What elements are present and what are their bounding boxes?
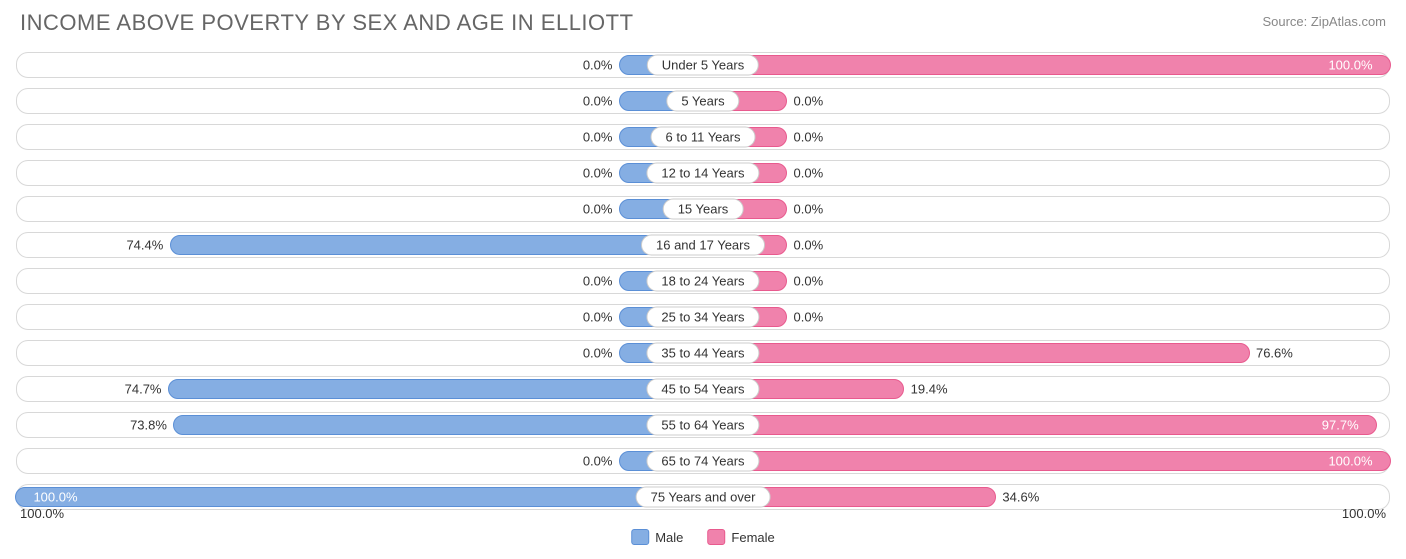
table-row: 5 Years 0.0% 0.0%	[16, 88, 1390, 114]
male-bar	[168, 379, 703, 399]
table-row: 65 to 74 Years 0.0% 100.0%	[16, 448, 1390, 474]
age-group-label: 12 to 14 Years	[646, 163, 759, 184]
age-group-label: 45 to 54 Years	[646, 379, 759, 400]
male-value-label: 0.0%	[583, 58, 613, 73]
legend-male-label: Male	[655, 530, 683, 545]
table-row: 75 Years and over 100.0% 34.6%	[16, 484, 1390, 510]
age-group-label: 15 Years	[663, 199, 744, 220]
female-value-label: 100.0%	[1328, 58, 1372, 73]
axis-left-label: 100.0%	[20, 506, 64, 521]
male-value-label: 0.0%	[583, 274, 613, 289]
age-group-label: 6 to 11 Years	[651, 127, 756, 148]
male-value-label: 0.0%	[583, 310, 613, 325]
female-value-label: 0.0%	[794, 238, 824, 253]
male-bar	[173, 415, 703, 435]
table-row: 25 to 34 Years 0.0% 0.0%	[16, 304, 1390, 330]
male-value-label: 0.0%	[583, 94, 613, 109]
female-value-label: 0.0%	[794, 94, 824, 109]
legend: Male Female	[631, 529, 775, 545]
female-value-label: 0.0%	[794, 274, 824, 289]
female-bar	[703, 415, 1377, 435]
female-value-label: 97.7%	[1322, 418, 1359, 433]
table-row: 55 to 64 Years 73.8% 97.7%	[16, 412, 1390, 438]
chart-area: Under 5 Years0.0%100.0%5 Years0.0%0.0%6 …	[16, 52, 1390, 497]
table-row: 35 to 44 Years 0.0% 76.6%	[16, 340, 1390, 366]
male-bar	[170, 235, 703, 255]
age-group-label: 5 Years	[666, 91, 739, 112]
male-value-label: 74.4%	[126, 238, 163, 253]
female-bar	[703, 451, 1391, 471]
legend-item-male: Male	[631, 529, 683, 545]
male-value-label: 100.0%	[33, 490, 77, 505]
female-value-label: 34.6%	[1002, 490, 1039, 505]
age-group-label: 55 to 64 Years	[646, 415, 759, 436]
female-value-label: 19.4%	[911, 382, 948, 397]
male-value-label: 0.0%	[583, 454, 613, 469]
female-bar	[703, 343, 1250, 363]
male-bar	[15, 487, 703, 507]
table-row: Under 5 Years 0.0% 100.0%	[16, 52, 1390, 78]
legend-female-label: Female	[731, 530, 774, 545]
male-swatch-icon	[631, 529, 649, 545]
table-row: 12 to 14 Years 0.0% 0.0%	[16, 160, 1390, 186]
age-group-label: 65 to 74 Years	[646, 451, 759, 472]
female-value-label: 0.0%	[794, 166, 824, 181]
age-group-label: Under 5 Years	[647, 55, 759, 76]
age-group-label: 25 to 34 Years	[646, 307, 759, 328]
table-row: 18 to 24 Years 0.0% 0.0%	[16, 268, 1390, 294]
table-row: 15 Years 0.0% 0.0%	[16, 196, 1390, 222]
age-group-label: 18 to 24 Years	[646, 271, 759, 292]
male-value-label: 0.0%	[583, 202, 613, 217]
female-value-label: 100.0%	[1328, 454, 1372, 469]
age-group-label: 75 Years and over	[636, 487, 771, 508]
axis-right-label: 100.0%	[1342, 506, 1386, 521]
chart-title: INCOME ABOVE POVERTY BY SEX AND AGE IN E…	[20, 10, 634, 36]
male-value-label: 73.8%	[130, 418, 167, 433]
male-value-label: 0.0%	[583, 166, 613, 181]
female-value-label: 76.6%	[1256, 346, 1293, 361]
legend-item-female: Female	[707, 529, 774, 545]
table-row: 16 and 17 Years 74.4% 0.0%	[16, 232, 1390, 258]
female-swatch-icon	[707, 529, 725, 545]
male-value-label: 0.0%	[583, 130, 613, 145]
female-value-label: 0.0%	[794, 202, 824, 217]
female-bar	[703, 55, 1391, 75]
male-value-label: 0.0%	[583, 346, 613, 361]
male-value-label: 74.7%	[125, 382, 162, 397]
age-group-label: 16 and 17 Years	[641, 235, 765, 256]
chart-container: INCOME ABOVE POVERTY BY SEX AND AGE IN E…	[0, 0, 1406, 559]
table-row: 6 to 11 Years 0.0% 0.0%	[16, 124, 1390, 150]
table-row: 45 to 54 Years 74.7% 19.4%	[16, 376, 1390, 402]
age-group-label: 35 to 44 Years	[646, 343, 759, 364]
female-value-label: 0.0%	[794, 130, 824, 145]
female-value-label: 0.0%	[794, 310, 824, 325]
chart-source: Source: ZipAtlas.com	[1262, 14, 1386, 29]
